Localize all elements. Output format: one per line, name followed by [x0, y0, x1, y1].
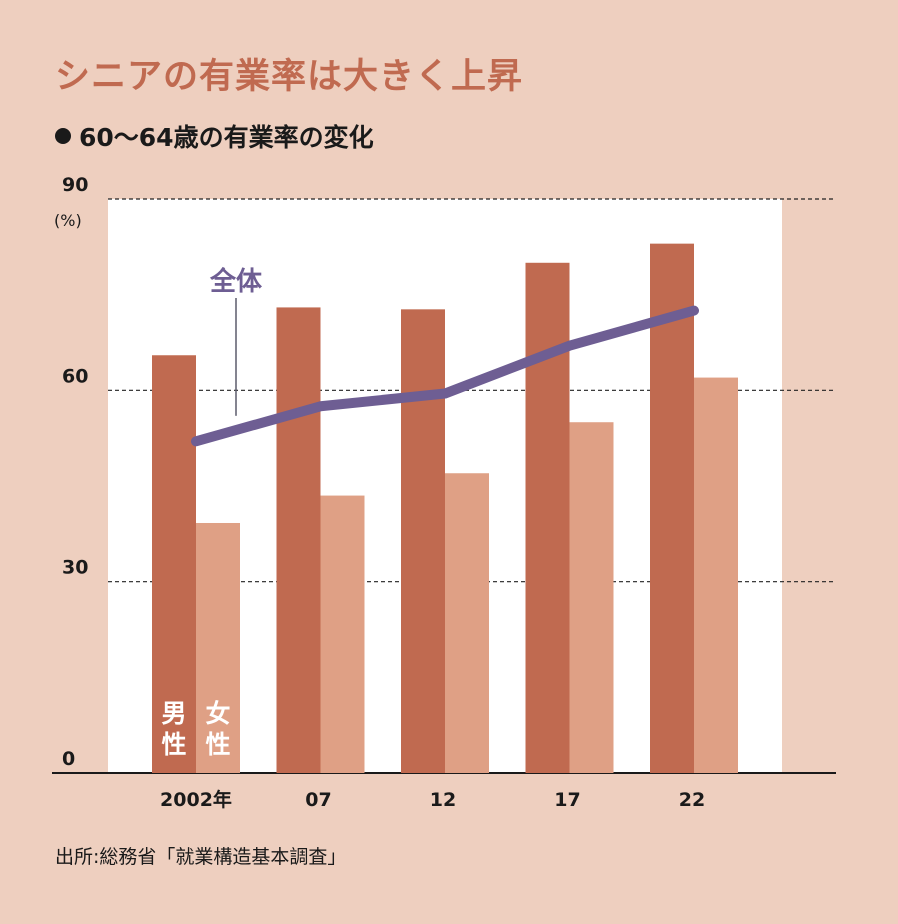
bar-female [694, 377, 738, 773]
bar-male [152, 355, 196, 773]
x-tick-label: 22 [679, 789, 705, 811]
bar-male [650, 243, 694, 774]
chart-subtitle-text: 60〜64歳の有業率の変化 [79, 123, 374, 152]
bar-female [196, 522, 240, 773]
bullet-icon [55, 128, 71, 144]
legend-female-label: 性 [205, 730, 230, 759]
bar-female [445, 473, 489, 773]
x-tick-label: 12 [430, 789, 456, 811]
total-line [191, 305, 699, 447]
bar-female [569, 422, 614, 773]
bar-male [525, 262, 570, 773]
legend-total-label: 全体 [209, 266, 263, 297]
bar-male [276, 307, 321, 773]
bar-female [320, 495, 365, 773]
x-tick-label: 2002年 [160, 788, 232, 811]
y-tick-label: 30 [62, 557, 88, 579]
x-tick-label: 17 [554, 789, 580, 811]
chart-subtitle: 60〜64歳の有業率の変化 [55, 118, 374, 154]
y-tick-label: 60 [62, 365, 88, 387]
legend-male-label: 性 [161, 730, 186, 759]
source-note: 出所:総務省「就業構造基本調査」 [55, 846, 347, 868]
bar-male [401, 309, 445, 773]
x-tick-label: 07 [305, 789, 331, 811]
legend-female-label: 女 [205, 699, 230, 728]
y-tick-label: 0 [62, 748, 75, 770]
legend-male-label: 男 [161, 699, 186, 728]
y-unit-label: (%) [54, 211, 82, 230]
y-tick-label: 90 [62, 174, 88, 196]
chart-title: シニアの有業率は大きく上昇 [55, 57, 524, 97]
